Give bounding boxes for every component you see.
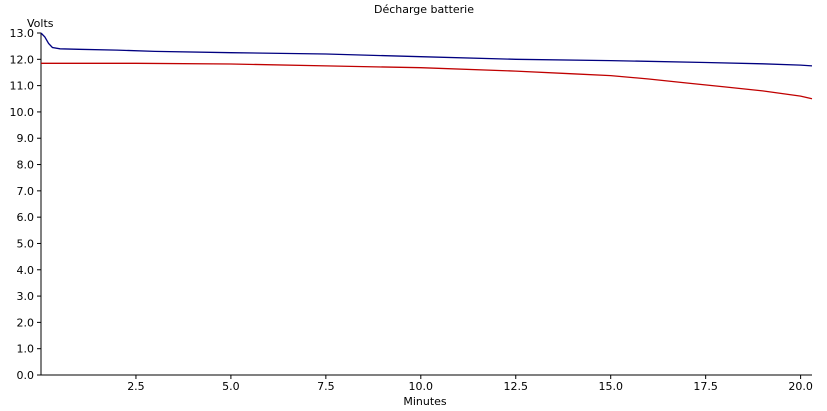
series-line-2	[41, 62, 813, 100]
y-tick-label: 6.0	[17, 211, 35, 224]
x-ticks: 2.5 5.0 7.5 10.0 12.5 15.0 17.5 20.0	[127, 375, 813, 393]
y-tick-label: 8.0	[17, 159, 35, 172]
x-tick-label: 7.5	[317, 380, 335, 393]
x-tick-label: 2.5	[127, 380, 145, 393]
x-tick-label: 10.0	[409, 380, 434, 393]
y-tick-label: 10.0	[10, 106, 35, 119]
series-line-1	[40, 32, 813, 67]
y-ticks: 0.0 1.0 2.0 3.0 4.0 5.0 6.0 7.0 8.0 9.0 10.0 11.0 12…	[10, 27, 41, 382]
chart-title: Décharge batterie	[374, 3, 474, 16]
x-tick-label: 12.5	[504, 380, 529, 393]
y-tick-label: 12.0	[10, 53, 35, 66]
x-tick-label: 15.0	[598, 380, 623, 393]
x-tick-label: 5.0	[222, 380, 240, 393]
y-tick-label: 1.0	[17, 343, 35, 356]
x-tick-label: 20.0	[788, 380, 813, 393]
y-tick-label: 5.0	[17, 237, 35, 250]
y-tick-label: 13.0	[10, 27, 35, 40]
series-group	[40, 32, 813, 100]
x-axis-label: Minutes	[403, 395, 447, 408]
x-tick-label: 17.5	[693, 380, 718, 393]
y-tick-label: 4.0	[17, 264, 35, 277]
y-tick-label: 7.0	[17, 185, 35, 198]
y-axis-label: Volts	[27, 17, 54, 30]
y-tick-label: 2.0	[17, 316, 35, 329]
y-tick-label: 9.0	[17, 132, 35, 145]
y-tick-label: 11.0	[10, 80, 35, 93]
y-tick-label: 3.0	[17, 290, 35, 303]
y-tick-label: 0.0	[17, 369, 35, 382]
